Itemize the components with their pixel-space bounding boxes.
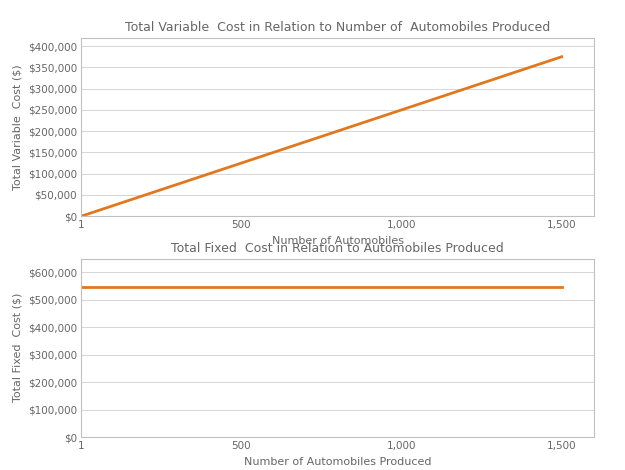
Title: Total Fixed  Cost in Relation to Automobiles Produced: Total Fixed Cost in Relation to Automobi… (171, 242, 504, 255)
Title: Total Variable  Cost in Relation to Number of  Automobiles Produced: Total Variable Cost in Relation to Numbe… (125, 21, 550, 34)
Y-axis label: Total Variable  Cost ($): Total Variable Cost ($) (12, 64, 22, 190)
X-axis label: Number of Automobiles: Number of Automobiles (271, 236, 404, 246)
Y-axis label: Total Fixed  Cost ($): Total Fixed Cost ($) (12, 293, 22, 402)
X-axis label: Number of Automobiles Produced: Number of Automobiles Produced (244, 457, 431, 467)
